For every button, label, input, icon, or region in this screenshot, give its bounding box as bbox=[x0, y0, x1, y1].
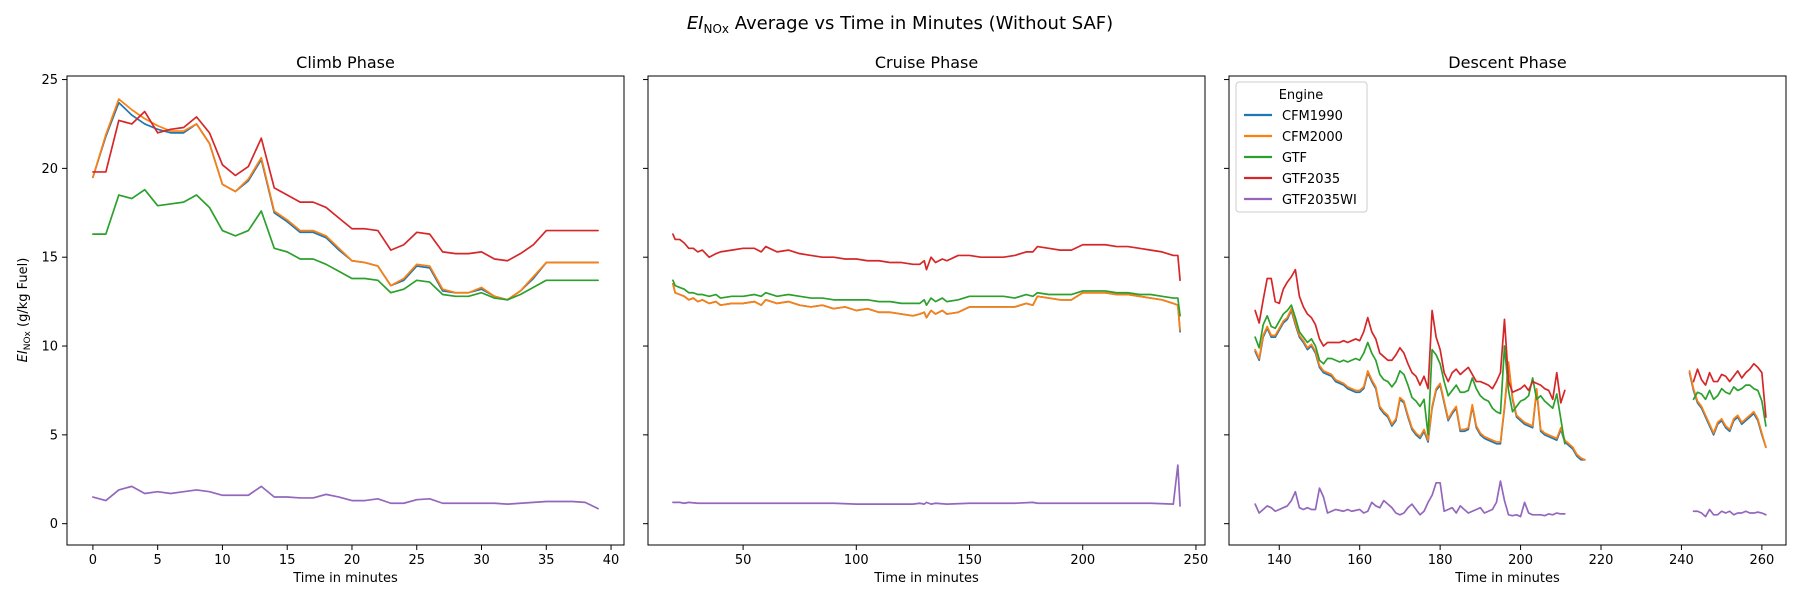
figure-title-nox: NOx bbox=[704, 22, 730, 36]
y-tick-label: 25 bbox=[41, 73, 58, 88]
x-tick-label: 25 bbox=[408, 553, 425, 568]
x-tick-label: 180 bbox=[1428, 553, 1453, 568]
legend: Engine CFM1990 CFM2000 GTF GTF2035 GTF20… bbox=[1235, 81, 1368, 213]
x-tick-label: 30 bbox=[473, 553, 490, 568]
axes-frame bbox=[1228, 75, 1787, 546]
x-axis-label: Time in minutes bbox=[1454, 571, 1560, 586]
legend-entry-cfm1990: CFM1990 bbox=[1244, 109, 1343, 124]
legend-label-gtf2035: GTF2035 bbox=[1282, 172, 1340, 187]
y-tick-label: 10 bbox=[41, 340, 58, 355]
series-line-gtf-1 bbox=[672, 279, 1181, 317]
series-line-gtf2035-1 bbox=[92, 110, 599, 262]
x-tick-label: 0 bbox=[89, 553, 97, 568]
x-tick-label: 50 bbox=[735, 553, 752, 568]
x-tick-label: 100 bbox=[844, 553, 869, 568]
y-tick-label: 0 bbox=[50, 517, 58, 532]
series-line-gtf-1 bbox=[92, 188, 599, 301]
series-line-cfm2000-2 bbox=[1688, 370, 1767, 449]
subplot-title: Descent Phase bbox=[1448, 53, 1566, 72]
legend-label-gtf2035wi: GTF2035WI bbox=[1282, 193, 1357, 208]
figure-title-ei: EI bbox=[687, 13, 704, 34]
series-line-gtf2035wi-2 bbox=[1692, 508, 1767, 518]
x-tick-label: 200 bbox=[1070, 553, 1095, 568]
subplot-title: Cruise Phase bbox=[875, 53, 978, 72]
y-tick-label: 15 bbox=[41, 251, 58, 266]
legend-label-gtf: GTF bbox=[1282, 151, 1307, 166]
x-tick-label: 240 bbox=[1669, 553, 1694, 568]
series-line-gtf2035wi-1 bbox=[92, 485, 599, 510]
legend-entry-gtf2035wi: GTF2035WI bbox=[1244, 193, 1357, 208]
legend-entry-gtf2035: GTF2035 bbox=[1244, 172, 1340, 187]
x-tick-label: 160 bbox=[1347, 553, 1372, 568]
subplot-panels: Climb Phase 0 5 10 15 20 25 30 35 40 0 5 10 15 20 25 Tim… bbox=[41, 53, 1787, 586]
series-line-cfm2000-1 bbox=[1254, 307, 1586, 461]
series-line-cfm1990-1 bbox=[1254, 309, 1586, 461]
y-tick-label: 5 bbox=[50, 428, 58, 443]
legend-label-cfm2000: CFM2000 bbox=[1282, 130, 1343, 145]
x-tick-label: 150 bbox=[957, 553, 982, 568]
x-axis-label: Time in minutes bbox=[292, 571, 398, 586]
x-tick-label: 140 bbox=[1267, 553, 1292, 568]
series-line-gtf2035-1 bbox=[1254, 268, 1566, 404]
x-tick-label: 200 bbox=[1508, 553, 1533, 568]
y-axis-label-ei: EI bbox=[16, 350, 31, 362]
figure-title: EINOx Average vs Time in Minutes (Withou… bbox=[687, 13, 1113, 36]
series-line-cfm2000-1 bbox=[92, 98, 599, 301]
y-tick-label: 20 bbox=[41, 162, 58, 177]
subplot-descent-phase: Descent Phase 140 160 180 200 220 240 260 Time i… bbox=[1224, 53, 1787, 586]
x-tick-label: 220 bbox=[1589, 553, 1614, 568]
series-line-gtf2035-2 bbox=[1692, 362, 1767, 418]
axes-frame bbox=[66, 75, 625, 546]
x-tick-label: 260 bbox=[1749, 553, 1774, 568]
x-tick-label: 10 bbox=[214, 553, 231, 568]
x-axis-label: Time in minutes bbox=[873, 571, 979, 586]
subplot-cruise-phase: Cruise Phase 50 100 150 200 250 Time in minute… bbox=[643, 53, 1208, 586]
x-tick-label: 35 bbox=[538, 553, 555, 568]
axes-frame bbox=[647, 75, 1206, 546]
series-line-gtf-2 bbox=[1692, 384, 1767, 427]
subplot-title: Climb Phase bbox=[296, 53, 395, 72]
y-axis-label-nox: NOx bbox=[23, 330, 33, 350]
series-line-gtf2035wi-1 bbox=[672, 464, 1181, 507]
plot-area bbox=[672, 233, 1181, 507]
x-tick-label: 5 bbox=[154, 553, 162, 568]
plot-area bbox=[1254, 268, 1767, 518]
x-tick-label: 15 bbox=[279, 553, 296, 568]
y-axis-label-rest: (g/kg Fuel) bbox=[16, 258, 31, 331]
legend-entry-cfm2000: CFM2000 bbox=[1244, 130, 1343, 145]
subplot-climb-phase: Climb Phase 0 5 10 15 20 25 30 35 40 0 5 10 15 20 25 Tim… bbox=[41, 53, 625, 586]
plot-area bbox=[92, 98, 599, 510]
series-line-gtf2035wi-1 bbox=[1254, 480, 1566, 518]
x-tick-label: 20 bbox=[344, 553, 361, 568]
series-line-gtf-1 bbox=[1254, 304, 1566, 445]
legend-label-cfm1990: CFM1990 bbox=[1282, 109, 1343, 124]
series-line-gtf2035-1 bbox=[672, 233, 1181, 282]
y-axis-label: EINOx (g/kg Fuel) bbox=[16, 258, 33, 363]
legend-entry-gtf: GTF bbox=[1244, 151, 1307, 166]
legend-title: Engine bbox=[1279, 88, 1324, 103]
x-tick-label: 250 bbox=[1184, 553, 1209, 568]
x-tick-label: 40 bbox=[603, 553, 620, 568]
series-line-cfm2000-1 bbox=[672, 283, 1181, 331]
figure-title-rest: Average vs Time in Minutes (Without SAF) bbox=[729, 13, 1113, 34]
